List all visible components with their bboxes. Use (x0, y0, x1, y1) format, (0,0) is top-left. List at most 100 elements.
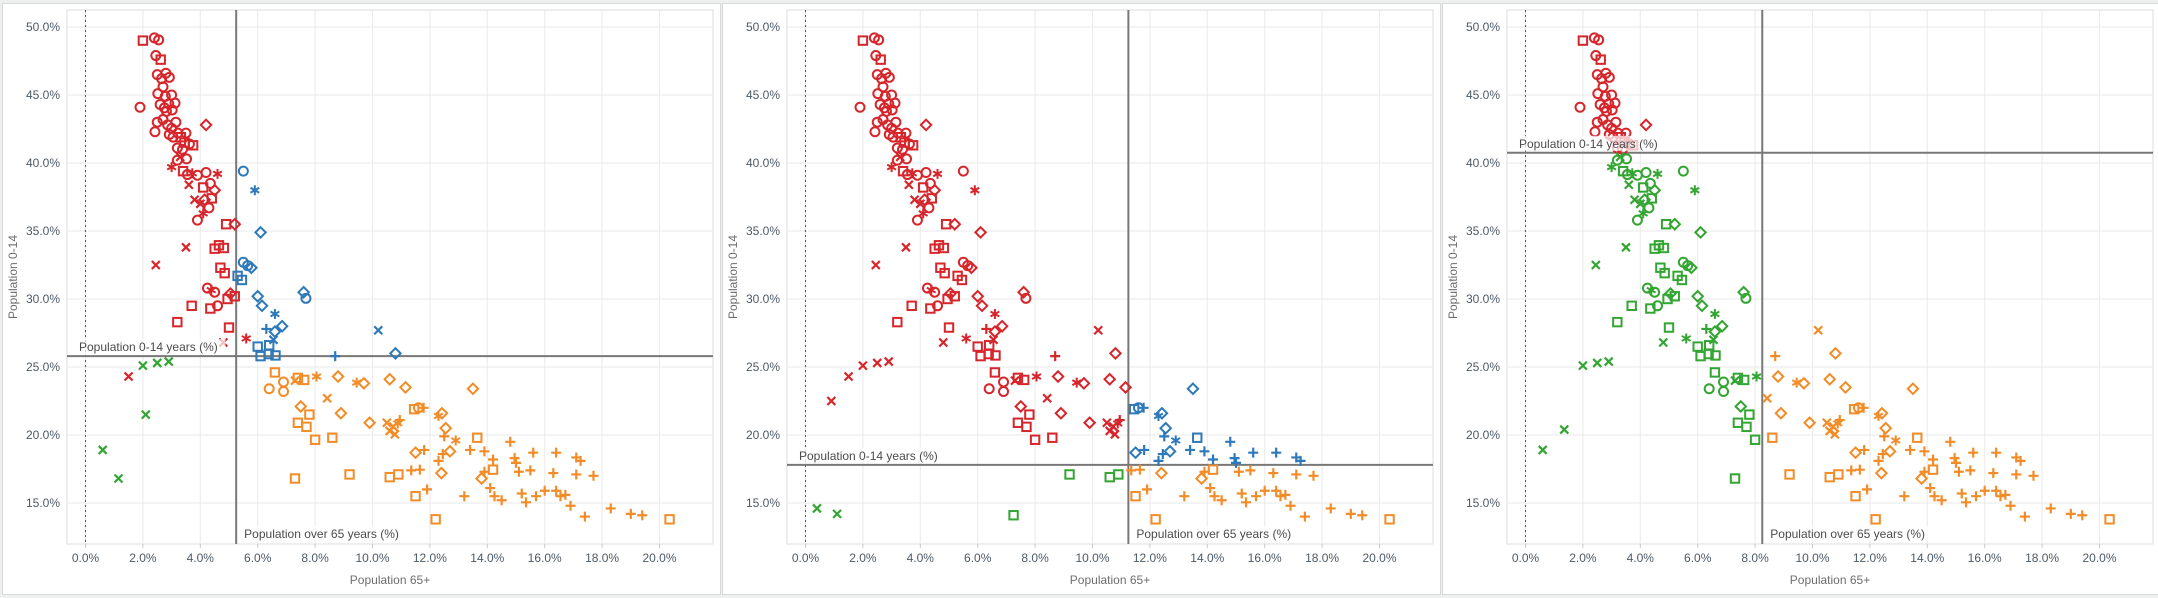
diamond-marker[interactable] (1734, 399, 1748, 414)
circle-marker[interactable] (134, 101, 146, 113)
plus-marker[interactable] (1961, 497, 1972, 508)
x-marker[interactable] (195, 199, 206, 209)
plus-marker[interactable] (1291, 469, 1302, 480)
square-marker[interactable] (205, 303, 216, 314)
plus-marker[interactable] (1308, 470, 1319, 481)
square-marker[interactable] (1669, 291, 1680, 302)
plus-marker[interactable] (1179, 491, 1190, 502)
asterisk-marker[interactable] (886, 162, 897, 173)
square-marker[interactable] (410, 491, 421, 502)
x-marker[interactable] (382, 417, 392, 428)
square-marker[interactable] (229, 291, 240, 302)
plus-marker[interactable] (1928, 454, 1939, 465)
square-marker[interactable] (1784, 469, 1795, 480)
plus-marker[interactable] (1285, 500, 1296, 511)
x-marker[interactable] (1093, 325, 1104, 336)
plus-marker[interactable] (1991, 485, 2002, 496)
diamond-marker[interactable] (1668, 217, 1682, 231)
square-marker[interactable] (1741, 421, 1752, 433)
square-marker[interactable] (327, 432, 338, 443)
square-marker[interactable] (186, 300, 197, 312)
asterisk-marker[interactable] (1689, 185, 1700, 196)
square-marker[interactable] (1192, 432, 1203, 443)
x-marker[interactable] (1708, 335, 1719, 345)
plus-marker[interactable] (2028, 470, 2039, 481)
asterisk-marker[interactable] (961, 333, 972, 344)
x-marker[interactable] (1822, 417, 1832, 428)
plus-marker[interactable] (2005, 500, 2016, 511)
square-marker[interactable] (1645, 303, 1656, 314)
asterisk-marker[interactable] (969, 185, 980, 196)
diamond-marker[interactable] (1648, 183, 1662, 197)
circle-marker[interactable] (209, 286, 221, 298)
diamond-marker[interactable] (1103, 372, 1117, 386)
square-marker[interactable] (1658, 242, 1670, 254)
plus-marker[interactable] (637, 510, 648, 521)
diamond-marker[interactable] (964, 261, 979, 275)
plus-marker[interactable] (459, 491, 470, 502)
plus-marker[interactable] (531, 491, 542, 502)
asterisk-marker[interactable] (166, 162, 177, 173)
circle-marker[interactable] (300, 292, 312, 304)
diamond-marker[interactable] (275, 319, 289, 333)
plus-marker[interactable] (521, 497, 532, 508)
plus-marker[interactable] (1834, 415, 1845, 426)
square-marker[interactable] (1150, 514, 1161, 525)
plus-marker[interactable] (1216, 495, 1227, 506)
plus-marker[interactable] (555, 491, 566, 502)
circle-marker[interactable] (153, 34, 165, 46)
square-marker[interactable] (1626, 300, 1637, 312)
x-marker[interactable] (138, 360, 148, 371)
square-marker[interactable] (1729, 473, 1741, 484)
x-marker[interactable] (938, 337, 949, 348)
diamond-marker[interactable] (1874, 466, 1888, 480)
square-marker[interactable] (926, 193, 937, 204)
square-marker[interactable] (309, 434, 321, 445)
circle-marker[interactable] (1597, 81, 1609, 93)
square-marker[interactable] (344, 469, 355, 480)
plus-marker[interactable] (551, 447, 562, 458)
diamond-marker[interactable] (474, 471, 489, 486)
diamond-marker[interactable] (383, 372, 397, 386)
circle-marker[interactable] (151, 116, 163, 128)
plus-marker[interactable] (1988, 468, 1999, 479)
square-marker[interactable] (1384, 514, 1395, 525)
plus-marker[interactable] (439, 431, 450, 442)
plus-marker[interactable] (1205, 483, 1216, 494)
asterisk-marker[interactable] (1652, 168, 1663, 179)
plus-marker[interactable] (1295, 455, 1306, 466)
plus-marker[interactable] (1142, 484, 1153, 495)
asterisk-marker[interactable] (249, 185, 260, 196)
circle-marker[interactable] (149, 126, 161, 138)
plus-marker[interactable] (1846, 465, 1857, 476)
plus-marker[interactable] (1157, 449, 1168, 460)
plus-marker[interactable] (1949, 453, 1960, 464)
circle-marker[interactable] (1677, 165, 1689, 177)
circle-marker[interactable] (877, 81, 889, 93)
diamond-marker[interactable] (1118, 380, 1133, 395)
plus-marker[interactable] (1199, 446, 1210, 457)
square-marker[interactable] (223, 322, 235, 333)
circle-marker[interactable] (1621, 153, 1633, 165)
square-marker[interactable] (1024, 409, 1035, 420)
circle-marker[interactable] (1631, 214, 1643, 226)
square-marker[interactable] (263, 348, 274, 360)
x-marker[interactable] (151, 260, 161, 270)
circle-marker[interactable] (1640, 167, 1652, 179)
diamond-marker[interactable] (439, 421, 453, 435)
diamond-marker[interactable] (331, 369, 345, 384)
square-marker[interactable] (989, 367, 1001, 378)
plus-marker[interactable] (330, 351, 341, 362)
circle-marker[interactable] (854, 101, 866, 113)
plus-marker[interactable] (1325, 503, 1336, 514)
circle-marker[interactable] (1591, 116, 1603, 128)
plus-marker[interactable] (433, 455, 444, 466)
plus-marker[interactable] (1245, 465, 1256, 476)
x-marker[interactable] (871, 260, 881, 270)
square-marker[interactable] (393, 469, 404, 480)
square-marker[interactable] (892, 316, 903, 328)
diamond-marker[interactable] (398, 380, 413, 395)
square-marker[interactable] (1663, 322, 1675, 333)
diamond-marker[interactable] (1639, 118, 1653, 132)
diamond-marker[interactable] (948, 217, 962, 231)
